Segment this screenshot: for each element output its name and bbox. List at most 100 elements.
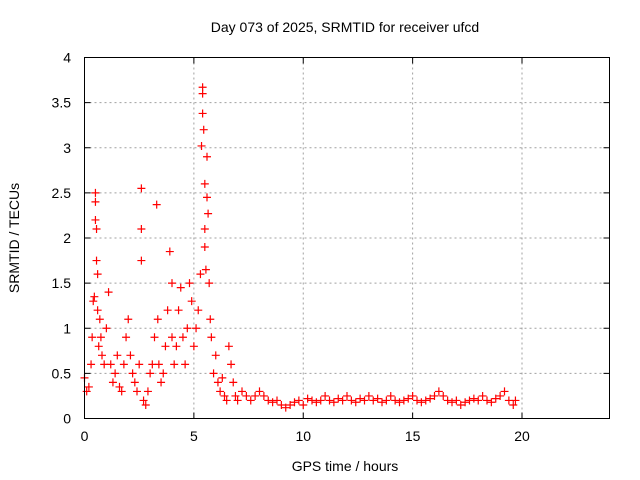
data-point — [312, 398, 321, 407]
data-point — [119, 360, 128, 369]
data-point — [207, 333, 216, 342]
y-axis-label: SRMTID / TECUs — [6, 183, 22, 293]
data-point — [448, 398, 456, 407]
data-point — [111, 369, 120, 378]
data-point — [338, 396, 347, 405]
data-point — [259, 391, 268, 400]
data-point — [206, 315, 215, 324]
data-point — [113, 351, 122, 360]
data-point — [104, 288, 113, 297]
data-point — [174, 306, 183, 315]
data-point — [421, 396, 430, 405]
data-point — [426, 394, 435, 403]
data-point — [161, 342, 170, 351]
data-point — [242, 391, 251, 400]
data-point — [356, 394, 365, 403]
data-point — [84, 382, 93, 391]
y-tick-label: 4 — [63, 50, 71, 66]
data-point — [91, 188, 100, 197]
data-point — [168, 279, 176, 288]
data-point — [200, 224, 209, 233]
grid — [84, 57, 610, 419]
data-point — [150, 333, 159, 342]
data-point — [509, 400, 518, 409]
data-point — [124, 315, 133, 324]
data-point — [229, 378, 238, 387]
data-point — [92, 256, 101, 265]
data-point — [294, 396, 303, 405]
data-point — [200, 179, 209, 188]
x-tick-label: 10 — [295, 428, 311, 444]
data-point — [143, 387, 152, 396]
data-point — [478, 391, 487, 400]
data-point — [91, 215, 100, 224]
data-point — [157, 378, 166, 387]
data-point — [369, 396, 378, 405]
data-point — [417, 398, 426, 407]
data-point — [222, 396, 231, 405]
x-tick-labels: 0 5 10 15 20 — [81, 428, 530, 444]
data-point — [218, 373, 227, 382]
data-point — [170, 360, 179, 369]
data-point — [154, 360, 163, 369]
data-point — [98, 351, 106, 360]
chart-title: Day 073 of 2025, SRMTID for receiver ufc… — [211, 19, 479, 35]
data-point — [430, 391, 439, 400]
y-tick-label: 0 — [63, 411, 71, 427]
data-point — [277, 400, 286, 409]
data-point — [308, 396, 316, 405]
data-point — [347, 396, 356, 405]
data-point — [172, 342, 181, 351]
data-point — [93, 306, 102, 315]
data-point — [183, 324, 192, 333]
data-point — [102, 324, 111, 333]
data-point — [220, 391, 229, 400]
data-point — [198, 89, 207, 98]
data-point — [443, 396, 452, 405]
data-point — [395, 398, 404, 407]
data-point — [115, 382, 124, 391]
data-point — [199, 125, 208, 134]
data-point — [382, 396, 391, 405]
data-point — [343, 391, 351, 400]
data-point — [474, 396, 483, 405]
data-point — [246, 396, 255, 405]
y-tick-label: 1.5 — [52, 275, 72, 291]
data-point — [93, 270, 102, 279]
data-point — [264, 396, 273, 405]
data-point — [176, 283, 185, 292]
data-point — [135, 360, 144, 369]
data-point — [238, 387, 246, 396]
data-point — [204, 209, 213, 218]
data-point — [87, 360, 96, 369]
data-point — [201, 265, 210, 274]
data-point — [181, 360, 190, 369]
data-point — [211, 351, 220, 360]
data-point — [189, 342, 198, 351]
x-axis-label: GPS time / hours — [292, 458, 399, 474]
data-point — [391, 396, 400, 405]
data-point — [89, 297, 98, 306]
data-point — [130, 378, 139, 387]
data-point — [133, 387, 141, 396]
data-point — [205, 279, 214, 288]
data-point — [197, 141, 206, 150]
data-point — [290, 398, 299, 407]
data-point — [165, 247, 174, 256]
data-point — [185, 279, 194, 288]
data-point — [141, 400, 150, 409]
data-point — [465, 396, 474, 405]
x-tick-label: 5 — [190, 428, 198, 444]
data-point — [128, 369, 137, 378]
data-point — [152, 200, 161, 209]
data-point — [159, 369, 168, 378]
data-point — [88, 333, 97, 342]
data-point — [94, 342, 103, 351]
data-point — [316, 396, 325, 405]
data-point — [404, 394, 413, 403]
data-point — [153, 315, 162, 324]
data-point — [163, 306, 172, 315]
data-point — [117, 387, 126, 396]
data-point — [137, 256, 146, 265]
